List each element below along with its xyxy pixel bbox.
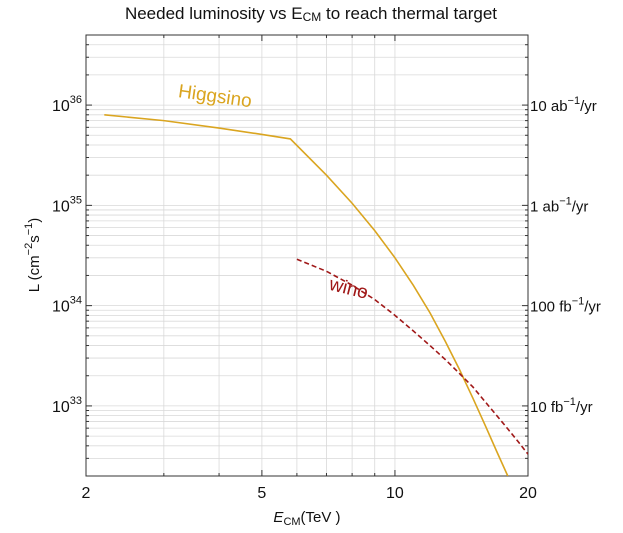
grid — [85, 35, 529, 477]
axis-ticks: 2 5 10 20 1033 1034 1035 1036 10 ab−1/yr 1 ab−1/y… — [52, 35, 601, 502]
x-tick-label: 5 — [257, 485, 266, 502]
right-tick-label: 10 ab−1/yr — [530, 95, 597, 115]
series-line-higgsino — [104, 114, 509, 476]
y-tick-label: 1036 — [52, 94, 82, 115]
y-axis-label: L (cm−2s−1) — [23, 218, 43, 293]
x-tick-label: 20 — [519, 485, 537, 502]
right-tick-label: 1 ab−1/yr — [530, 195, 588, 215]
series-group: Higgsino wino — [104, 81, 528, 476]
y-tick-label: 1035 — [52, 194, 82, 215]
chart-title: Needed luminosity vs ECM to reach therma… — [125, 4, 497, 24]
y-tick-label: 1033 — [52, 395, 82, 416]
series-line-wino — [296, 258, 528, 455]
series-label-wino: wino — [326, 274, 370, 304]
x-axis-label: ECM(TeV ) — [273, 509, 340, 528]
plot-frame — [85, 34, 529, 477]
right-tick-label: 10 fb−1/yr — [530, 396, 593, 416]
x-tick-label: 2 — [82, 485, 91, 502]
series-label-higgsino: Higgsino — [177, 81, 253, 112]
x-tick-label: 10 — [386, 485, 404, 502]
right-tick-label: 100 fb−1/yr — [530, 296, 601, 316]
y-tick-label: 1034 — [52, 295, 82, 316]
